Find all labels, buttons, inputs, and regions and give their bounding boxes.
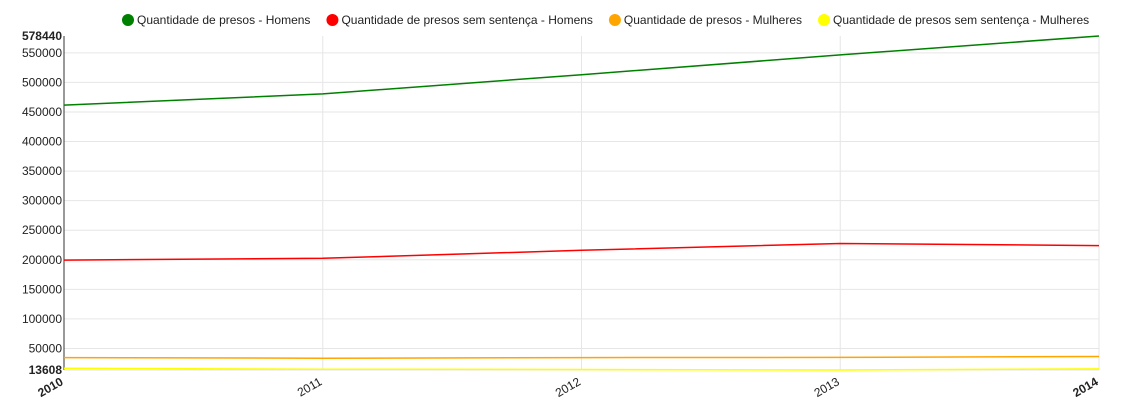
x-tick-label: 2014 [1070,374,1100,400]
legend: Quantidade de presos - Homens Quantidade … [122,13,1089,27]
x-tick-label: 2013 [812,374,842,400]
grid [63,36,1100,370]
y-tick-label: 300000 [22,194,62,208]
x-tick-label: 2011 [295,374,325,399]
y-tick-label: 400000 [22,135,62,149]
series-lines [63,35,1100,371]
y-tick-label: 350000 [22,164,62,178]
y-tick-label: 200000 [22,253,62,267]
y-tick-label: 450000 [22,105,62,119]
series-line [63,242,1100,261]
series-line [63,35,1100,106]
x-tick-label: 2010 [35,374,65,400]
x-tick-label: 2012 [553,374,583,400]
legend-marker [608,14,621,26]
legend-marker [122,14,134,26]
y-tick-label: 550000 [22,46,62,60]
y-max-label: 578440 [22,29,62,43]
y-tick-label: 150000 [22,282,62,296]
series-line [63,355,1100,359]
y-axis: 50000 100000 150000 200000 250000 300000 35000… [22,29,65,377]
legend-marker [818,14,831,26]
y-tick-label: 250000 [22,223,62,237]
legend-marker [326,14,339,26]
y-tick-label: 50000 [29,341,63,355]
legend-label: Quantidade de presos - Mulheres [624,13,802,27]
y-tick-label: 100000 [22,312,62,326]
legend-label: Quantidade de presos sem sentença - Mulh… [833,13,1089,27]
y-tick-label: 500000 [22,75,62,89]
series-line [63,367,1100,371]
legend-label: Quantidade de presos - Homens [137,13,310,27]
y-min-label: 13608 [29,363,63,377]
legend-label: Quantidade de presos sem sentença - Home… [341,13,592,27]
x-axis: 2010 2011 2012 2013 2014 [35,369,1101,400]
